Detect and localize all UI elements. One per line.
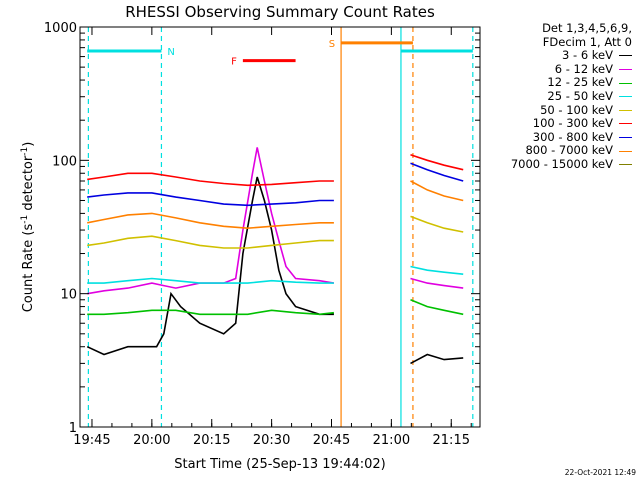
- x-tick-label: 20:15: [193, 433, 230, 448]
- y-tick-label: 100: [52, 154, 77, 169]
- y-label-mid: detector: [21, 155, 36, 215]
- series-line-3-6-keV: [86, 176, 334, 356]
- series-line-6-12-keV: [87, 147, 335, 295]
- series-line-25-50-keV-post-gap: [410, 265, 464, 275]
- series-line-300-800-keV-post-gap: [410, 162, 464, 182]
- x-tick-label: 21:00: [373, 433, 410, 448]
- legend-item: 7000 - 15000 keV: [432, 156, 632, 172]
- series-lines: [86, 147, 464, 365]
- legend-swatch: [619, 109, 632, 111]
- legend-item: 300 - 800 keV: [432, 129, 632, 145]
- series-line-100-300-keV-post-gap: [410, 154, 464, 171]
- x-tick-label: 20:30: [253, 433, 290, 448]
- legend-header-2: FDecim 1, Att 0: [542, 34, 632, 49]
- series-line-50-100-keV: [87, 235, 334, 249]
- legend-header-1: Det 1,3,4,5,6,9,: [542, 21, 632, 35]
- plot-frame: [79, 26, 481, 428]
- series-line-12-25-keV: [87, 309, 334, 316]
- flag-label: F: [231, 57, 237, 68]
- y-label-sup2: -1: [20, 147, 30, 156]
- y-tick-label: 1: [69, 421, 77, 436]
- legend-item: 100 - 300 keV: [432, 117, 632, 131]
- series-line-3-6-keV-post-gap: [410, 353, 464, 365]
- x-tick-label: 20:00: [133, 433, 170, 448]
- legend-item-label: 800 - 7000 keV: [525, 143, 613, 158]
- vertical-marker-lines: [87, 27, 474, 427]
- legend-swatch: [619, 96, 632, 98]
- legend-swatch: [619, 123, 632, 125]
- series-line-800-7000-keV: [87, 212, 334, 230]
- series-line-12-25-keV-post-gap: [410, 299, 464, 316]
- legend-item: 50 - 100 keV: [432, 102, 632, 118]
- flag-label: N: [167, 47, 174, 58]
- legend-item-label: 7000 - 15000 keV: [510, 156, 613, 171]
- flag-label: S: [329, 39, 335, 50]
- series-line-6-12-keV-post-gap: [410, 277, 464, 289]
- series-line-100-300-keV: [87, 172, 334, 187]
- chart-title: RHESSI Observing Summary Count Rates: [125, 3, 435, 21]
- legend-items: 3 - 6 keV 6 - 12 keV 12 - 25 keV 25 - 50 ke…: [432, 49, 632, 171]
- y-label-main: Count Rate (s: [21, 224, 36, 313]
- y-label-end: ): [21, 142, 36, 147]
- y-label-sup1: -1: [20, 215, 30, 224]
- legend-swatch: [619, 150, 632, 152]
- x-tick-label: 20:45: [313, 433, 350, 448]
- y-tick-label: 1000: [44, 21, 77, 36]
- legend-item-label: 25 - 50 keV: [547, 88, 613, 103]
- x-tick-label: 21:15: [433, 433, 470, 448]
- legend-item-label: 50 - 100 keV: [540, 102, 613, 117]
- y-tick-label: 10: [60, 288, 77, 303]
- legend-item: 25 - 50 keV: [432, 88, 632, 104]
- series-line-25-50-keV: [87, 277, 334, 284]
- flag-bars: N F S: [87, 39, 473, 68]
- legend-swatch: [619, 82, 632, 84]
- series-line-300-800-keV: [87, 192, 334, 207]
- legend-item: 800 - 7000 keV: [432, 144, 632, 158]
- legend-item: 12 - 25 keV: [432, 76, 632, 90]
- legend-item-label: 300 - 800 keV: [532, 129, 613, 144]
- x-axis-label: Start Time (25-Sep-13 19:44:02): [174, 457, 385, 472]
- legend-item: 3 - 6 keV: [432, 49, 632, 63]
- legend-swatch: [619, 69, 632, 71]
- legend-item-label: 3 - 6 keV: [562, 48, 613, 63]
- series-line-50-100-keV-post-gap: [410, 215, 464, 233]
- footer-timestamp: 22-Oct-2021 12:49: [564, 468, 636, 477]
- legend-item-label: 100 - 300 keV: [532, 116, 613, 131]
- x-axis-ticks: 19:45 20:00 20:15 20:30 20:45 21:00 21:15: [73, 27, 472, 448]
- legend-item-label: 12 - 25 keV: [547, 75, 613, 90]
- legend-swatch: [619, 137, 632, 139]
- legend-item-label: 6 - 12 keV: [554, 61, 613, 76]
- legend-item: 6 - 12 keV: [432, 61, 632, 77]
- legend: Det 1,3,4,5,6,9, FDecim 1, Att 0 3 - 6 k…: [432, 21, 632, 172]
- series-line-800-7000-keV-post-gap: [410, 180, 464, 202]
- legend-swatch: [619, 164, 632, 166]
- x-tick-label: 19:45: [73, 433, 110, 448]
- y-axis-label: Count Rate (s-1 detector-1): [20, 142, 36, 313]
- y-axis-ticks: 1 10 100 1000: [44, 21, 480, 436]
- legend-swatch: [619, 55, 632, 57]
